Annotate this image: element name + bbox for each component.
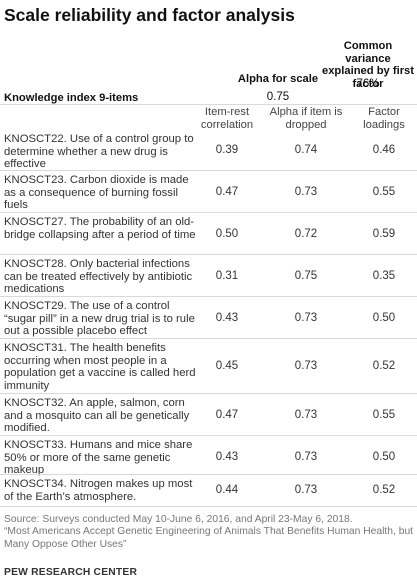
item-label: KNOSCT27. The probability of an old-brid… (4, 216, 196, 241)
item-label: KNOSCT28. Only bacterial infections can … (4, 258, 193, 296)
factor-loading-value: 0.59 (372, 228, 396, 240)
factor-loading-value: 0.35 (372, 270, 396, 282)
knowledge-index-label: Knowledge index 9-items (4, 92, 139, 104)
factor-loading-value: 0.50 (372, 451, 396, 463)
alpha-scale-label: Alpha for scale (237, 73, 319, 85)
alpha-if-dropped-value: 0.73 (294, 451, 318, 463)
factor-loading-value: 0.52 (372, 484, 396, 496)
alpha-if-dropped-value: 0.73 (294, 186, 318, 198)
factor-loading-value: 0.52 (372, 360, 396, 372)
item-rest-value: 0.31 (215, 270, 239, 282)
column-header-factor-loadings: Factor loadings (363, 106, 405, 131)
item-label: KNOSCT23. Carbon dioxide is made as a co… (4, 174, 189, 212)
row-divider (0, 506, 417, 507)
row-divider (0, 254, 417, 255)
item-rest-value: 0.43 (215, 312, 239, 324)
column-header-item-rest: Item-rest correlation (200, 106, 254, 131)
factor-loading-value: 0.55 (372, 409, 396, 421)
item-label: KNOSCT33. Humans and mice share 50% or m… (4, 439, 193, 477)
alpha-scale-value: 0.75 (266, 91, 290, 103)
row-divider (0, 170, 417, 171)
alpha-if-dropped-value: 0.73 (294, 360, 318, 372)
header-divider (0, 104, 417, 105)
item-rest-value: 0.47 (215, 409, 239, 421)
alpha-if-dropped-value: 0.73 (294, 409, 318, 421)
item-rest-value: 0.47 (215, 186, 239, 198)
row-divider (0, 296, 417, 297)
common-variance-label: Common variance explained by first facto… (321, 40, 414, 90)
item-rest-value: 0.50 (215, 228, 239, 240)
row-divider (0, 435, 417, 436)
alpha-if-dropped-value: 0.72 (294, 228, 318, 240)
alpha-if-dropped-value: 0.74 (294, 144, 318, 156)
row-divider (0, 338, 417, 339)
factor-loading-value: 0.55 (372, 186, 396, 198)
alpha-if-dropped-value: 0.73 (294, 312, 318, 324)
item-rest-value: 0.39 (215, 144, 239, 156)
page-title: Scale reliability and factor analysis (4, 5, 295, 25)
report-title: “Most Americans Accept Genetic Engineeri… (4, 526, 414, 550)
column-header-alpha-if-dropped: Alpha if item is dropped (269, 106, 343, 131)
organization-credit: PEW RESEARCH CENTER (4, 567, 138, 578)
row-divider (0, 212, 417, 213)
row-divider (0, 393, 417, 394)
item-rest-value: 0.43 (215, 451, 239, 463)
item-rest-value: 0.45 (215, 360, 239, 372)
row-divider (0, 474, 417, 475)
alpha-if-dropped-value: 0.73 (294, 484, 318, 496)
item-rest-value: 0.44 (215, 484, 239, 496)
item-label: KNOSCT34. Nitrogen makes up most of the … (4, 478, 193, 503)
factor-loading-value: 0.50 (372, 312, 396, 324)
item-label: KNOSCT32. An apple, salmon, corn and a m… (4, 397, 190, 435)
item-label: KNOSCT22. Use of a control group to dete… (4, 133, 194, 171)
source-text: Source: Surveys conducted May 10-June 6,… (4, 514, 353, 525)
item-label: KNOSCT29. The use of a control “sugar pi… (4, 300, 195, 338)
source-note: Source: Surveys conducted May 10-June 6,… (4, 514, 414, 551)
item-label: KNOSCT31. The health benefits occurring … (4, 342, 196, 392)
factor-loading-value: 0.46 (372, 144, 396, 156)
alpha-if-dropped-value: 0.75 (294, 270, 318, 282)
common-variance-value: 76% (356, 78, 380, 90)
